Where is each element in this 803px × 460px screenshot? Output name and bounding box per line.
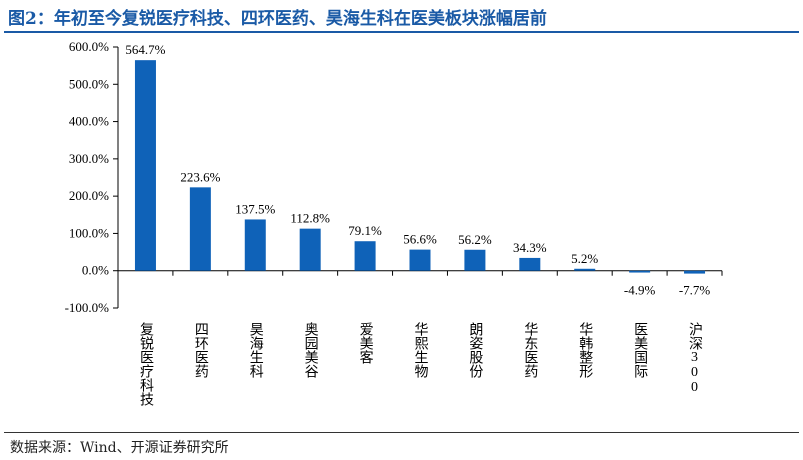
data-label: -4.9% <box>624 283 656 298</box>
data-label: 137.5% <box>235 201 275 216</box>
y-tick-label: 0.0% <box>82 263 109 278</box>
x-category-label: 复锐医疗科技 <box>138 321 154 407</box>
data-label: -7.7% <box>679 283 711 298</box>
bar <box>409 249 431 271</box>
bar <box>189 187 211 271</box>
data-label: 223.6% <box>180 169 220 184</box>
x-category-label: 四环医药 <box>193 322 209 378</box>
x-category-label: 奥园美谷 <box>303 321 319 378</box>
chart-title: 图2：年初至今复锐医疗科技、四环医药、昊海生科在医美板块涨幅居前 <box>8 9 547 29</box>
x-category-label: 华东医药 <box>522 322 538 378</box>
data-label: 34.3% <box>513 240 547 255</box>
y-tick-label: -100.0% <box>65 300 110 315</box>
bar-chart: 600.0% 500.0% 400.0% 300.0% 200.0% 100.0% 0.0%… <box>65 39 723 407</box>
x-category-label: 昊海生科 <box>248 322 264 378</box>
bar <box>574 268 596 271</box>
y-tick-label: 600.0% <box>69 39 109 54</box>
x-category-label: 爱美客 <box>358 322 374 364</box>
data-label: 56.2% <box>458 232 492 247</box>
x-category-label: 朗姿股份 <box>467 322 483 379</box>
y-tick-label: 300.0% <box>69 151 109 166</box>
footer-divider <box>4 432 799 433</box>
title-divider <box>4 31 799 33</box>
data-label: 79.1% <box>348 223 382 238</box>
bar <box>629 270 651 273</box>
x-category-label: 医美国际 <box>632 322 648 379</box>
data-label: 56.6% <box>403 232 437 247</box>
bar <box>299 228 321 271</box>
bar <box>134 60 156 271</box>
data-label: 5.2% <box>571 251 598 266</box>
y-tick-label: 400.0% <box>69 114 109 129</box>
bar <box>684 270 706 274</box>
data-label: 564.7% <box>125 42 165 57</box>
bar <box>244 219 266 271</box>
y-tick-label: 200.0% <box>69 188 109 203</box>
source-note: 数据来源：Wind、开源证券研究所 <box>10 440 229 456</box>
data-label: 112.8% <box>290 211 330 226</box>
x-category-label: 华韩整形 <box>577 322 593 378</box>
x-category-label: 沪深300 <box>687 322 703 395</box>
y-tick-label: 500.0% <box>69 76 109 91</box>
bar <box>354 241 376 271</box>
bar <box>519 257 541 271</box>
x-category-label: 华熙生物 <box>413 322 429 379</box>
y-tick-label: 100.0% <box>69 225 109 240</box>
bar <box>464 249 486 271</box>
